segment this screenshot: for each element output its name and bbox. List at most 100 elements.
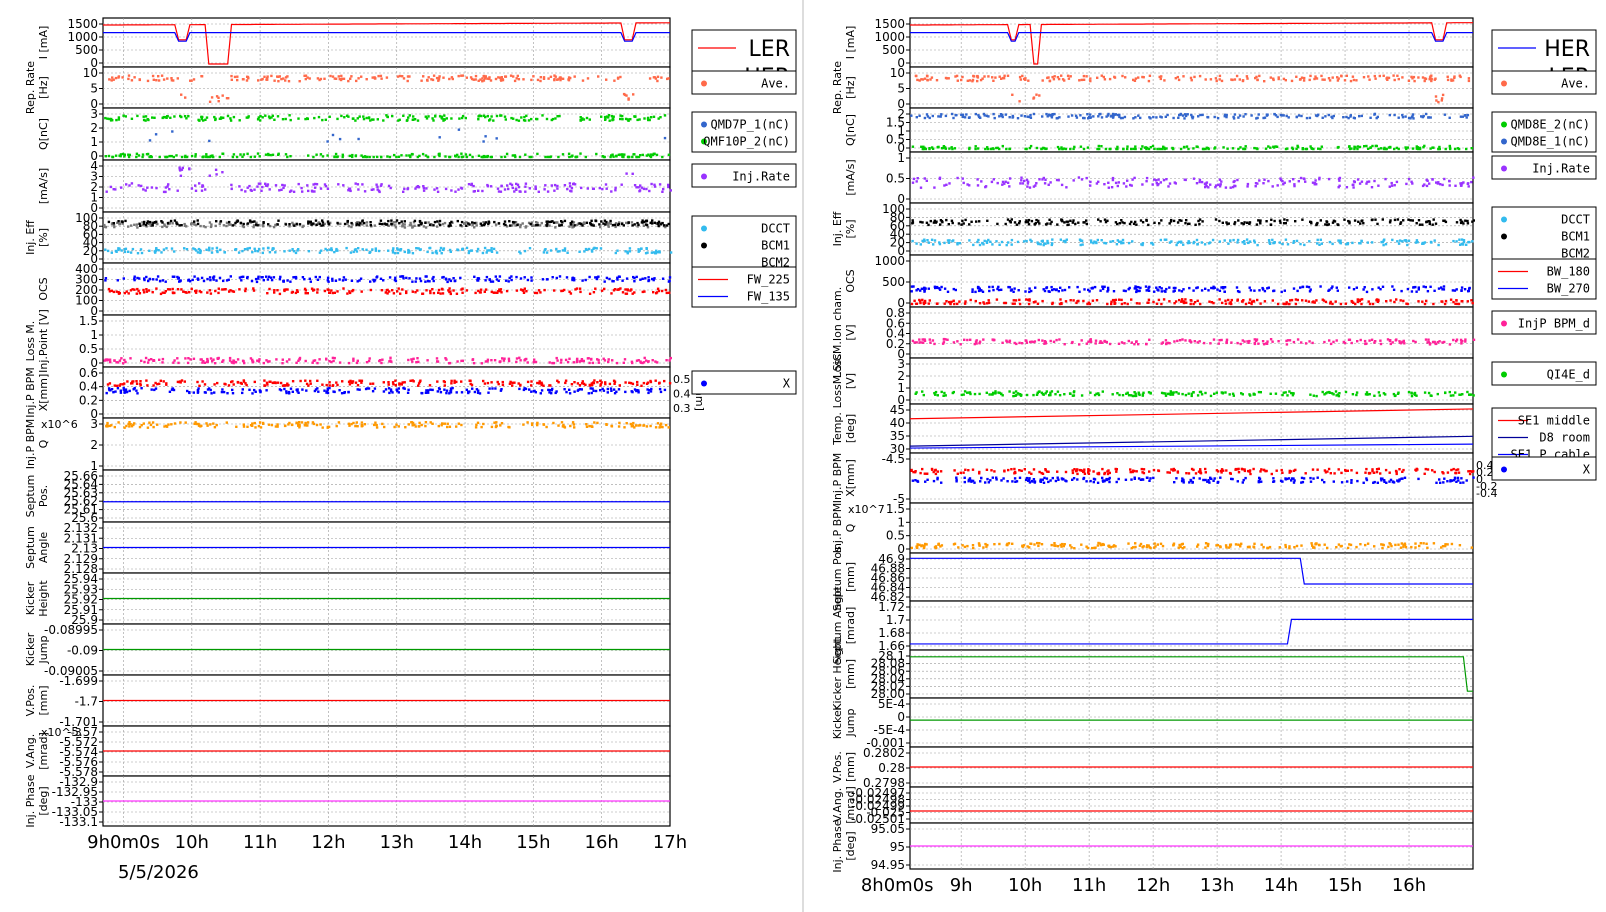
data-point	[1050, 116, 1054, 119]
data-point	[1006, 218, 1010, 221]
data-point	[1425, 184, 1429, 188]
data-point	[485, 251, 488, 254]
data-point	[307, 154, 310, 157]
data-point	[130, 382, 133, 385]
data-point	[987, 115, 990, 118]
data-point	[1233, 179, 1236, 183]
data-point	[488, 77, 491, 81]
data-point	[152, 78, 155, 81]
data-point	[915, 289, 918, 292]
data-point	[351, 381, 354, 385]
data-point	[149, 423, 153, 427]
y-tick-label: 40	[890, 227, 905, 241]
data-point	[648, 118, 651, 122]
series-line	[910, 31, 1473, 42]
data-point	[1020, 114, 1023, 117]
data-point	[602, 357, 605, 360]
data-point	[176, 357, 179, 360]
data-point	[947, 223, 950, 226]
data-point	[911, 181, 915, 184]
data-point	[154, 381, 157, 385]
data-point	[401, 222, 405, 226]
data-point	[403, 381, 406, 384]
data-point	[1086, 146, 1090, 149]
data-point	[471, 387, 474, 390]
data-point	[123, 391, 126, 394]
data-point	[136, 226, 139, 229]
data-point	[1051, 242, 1054, 245]
data-point	[449, 224, 452, 227]
data-point	[1310, 147, 1314, 150]
data-point	[1121, 221, 1124, 224]
data-point	[505, 289, 509, 293]
data-point	[1429, 240, 1433, 244]
data-point	[361, 183, 364, 186]
data-point	[424, 221, 427, 224]
data-point	[580, 186, 583, 190]
data-point	[178, 224, 181, 227]
data-point	[553, 183, 557, 187]
data-point	[665, 291, 668, 295]
data-point	[324, 118, 327, 121]
y-tick-label: 0	[897, 97, 905, 111]
data-point	[622, 361, 625, 364]
y-axis-label: Rep. Rate	[831, 61, 844, 114]
data-point	[617, 275, 621, 278]
data-point	[321, 383, 324, 386]
data-point	[200, 276, 204, 280]
data-point	[621, 291, 625, 294]
data-point	[1065, 238, 1068, 241]
data-point	[554, 75, 557, 78]
series-y	[106, 379, 672, 387]
x-tick-label: 11h	[243, 832, 277, 853]
data-point	[497, 76, 500, 79]
data-point	[572, 182, 575, 185]
data-point	[218, 276, 222, 280]
data-point	[1018, 220, 1021, 223]
data-point	[1063, 221, 1066, 224]
data-point	[497, 190, 501, 193]
data-point	[509, 182, 512, 185]
data-point	[1237, 147, 1240, 151]
data-point	[1441, 93, 1445, 97]
data-point	[180, 224, 183, 227]
data-point	[1126, 179, 1129, 182]
data-point	[1030, 289, 1033, 293]
data-point	[1365, 290, 1369, 294]
data-point	[534, 185, 537, 188]
data-point	[1178, 113, 1181, 117]
data-point	[582, 359, 585, 363]
data-point	[422, 189, 426, 192]
data-point	[234, 221, 237, 225]
data-point	[927, 223, 930, 227]
data-point	[324, 185, 328, 188]
data-point	[347, 390, 350, 394]
data-point	[1019, 78, 1022, 81]
data-point	[971, 288, 974, 291]
data-point	[501, 380, 504, 384]
data-point	[1115, 243, 1119, 246]
data-point	[435, 187, 439, 190]
data-point	[1395, 180, 1399, 184]
data-point	[599, 247, 603, 250]
data-point	[1038, 94, 1041, 97]
data-point	[378, 222, 381, 225]
data-point	[355, 223, 358, 227]
data-point	[551, 276, 554, 279]
data-point	[500, 76, 503, 79]
data-point	[1375, 116, 1378, 120]
data-point	[517, 78, 521, 81]
data-point	[1043, 242, 1046, 245]
data-point	[164, 190, 167, 194]
data-point	[620, 222, 624, 226]
data-point	[1114, 221, 1118, 224]
data-point	[1204, 287, 1207, 290]
data-point	[273, 79, 276, 82]
data-point	[635, 359, 639, 362]
data-point	[115, 384, 119, 387]
data-point	[1243, 221, 1246, 224]
data-point	[1085, 75, 1088, 78]
data-point	[560, 224, 563, 227]
data-point	[1467, 79, 1471, 83]
data-point	[480, 362, 483, 365]
